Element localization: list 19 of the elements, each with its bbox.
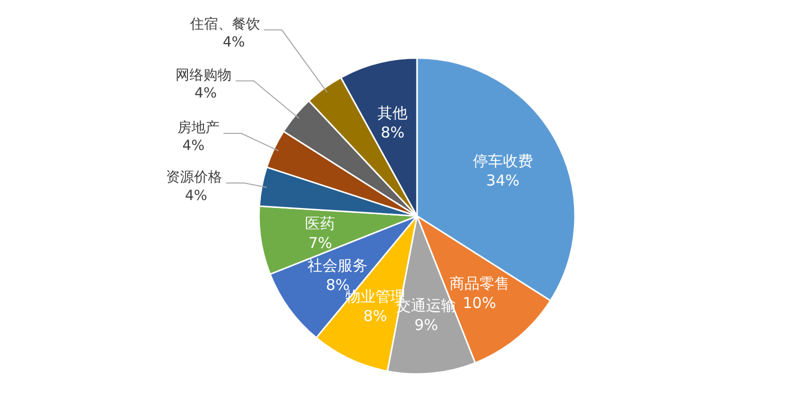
slice-label: 房地产: [177, 120, 220, 136]
slice-label: 其他: [378, 104, 408, 122]
data-label: 34%: [486, 171, 520, 190]
data-label: 4%: [194, 86, 217, 102]
data-label: 4%: [185, 188, 208, 204]
slice-label: 住宿、餐饮: [188, 16, 260, 33]
data-label: 9%: [414, 316, 438, 334]
data-label: 10%: [462, 294, 496, 312]
slice-label: 停车收费: [472, 152, 533, 170]
data-label: 7%: [308, 234, 332, 252]
data-label: 8%: [380, 124, 405, 142]
data-label: 8%: [363, 307, 388, 326]
data-label: 4%: [222, 34, 245, 51]
slice-label: 网络购物: [176, 67, 232, 84]
slice-label: 社会服务: [308, 256, 368, 275]
slice-label: 商品零售: [449, 274, 510, 292]
data-label: 4%: [182, 138, 205, 154]
slice-label: 资源价格: [166, 170, 222, 186]
slice-label: 医药: [305, 214, 336, 232]
